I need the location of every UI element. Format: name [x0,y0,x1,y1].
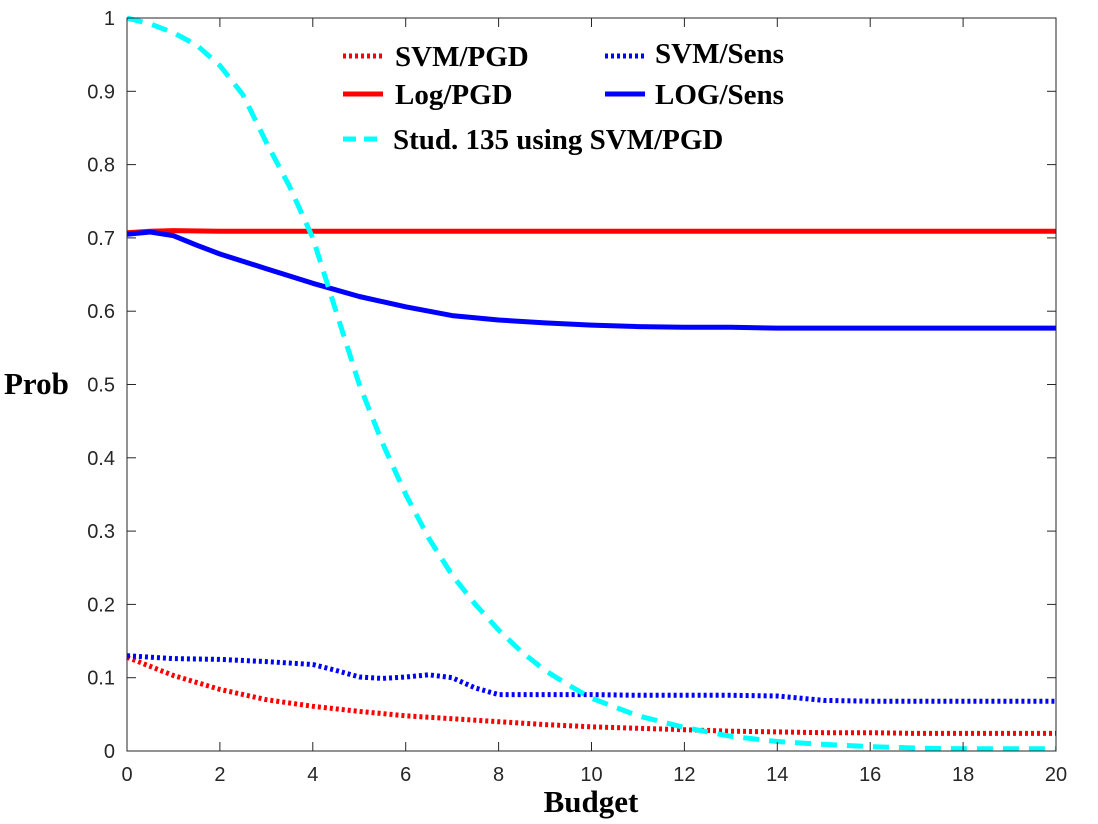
x-tick-label: 4 [307,764,318,786]
legend-label-stud-135: Stud. 135 using SVM/PGD [393,124,723,156]
series-layer [126,15,1056,752]
legend-label-log-sens: LOG/Sens [655,79,784,111]
x-tick-label: 6 [400,764,411,786]
legend-label-svm-sens: SVM/Sens [655,38,784,70]
series-line-svm-pgd [126,654,1056,736]
y-axis-title: Prob [4,366,69,401]
y-tick-label: 0.4 [87,448,115,470]
x-tick-label: 20 [1045,764,1067,786]
x-tick-label: 12 [673,764,695,786]
y-tick-label: 0.7 [87,228,115,250]
x-tick-label: 0 [121,764,132,786]
x-tick-label: 2 [214,764,225,786]
y-tick-label: 0.6 [87,301,115,323]
ticks-layer [126,17,1057,752]
x-tick-label: 14 [766,764,788,786]
y-tick-label: 0.2 [87,594,115,616]
series-line-stud-135-using-svm-pgd [126,15,1056,752]
y-tick-label: 0.1 [87,668,115,690]
plot-background [127,18,1056,751]
legend-label-svm-pgd: SVM/PGD [395,41,529,73]
x-axis-title: Budget [544,784,639,819]
y-tick-label: 0 [104,741,115,763]
legend-label-log-pgd: Log/PGD [395,79,513,111]
y-tick-label: 0.3 [87,521,115,543]
tick-labels-layer: 0 2 4 6 8 10 12 14 16 18 20 0 0.1 0.2 0.3 0.4 0.5 0.6 0.7 0… [87,8,1067,786]
y-tick-label: 1 [104,8,115,30]
y-tick-label: 0.8 [87,155,115,177]
x-tick-label: 18 [952,764,974,786]
series-line-log-pgd [126,228,1056,236]
y-tick-label: 0.9 [87,81,115,103]
x-tick-label: 8 [493,764,504,786]
y-tick-label: 0.5 [87,375,115,397]
legend: SVM/PGD Log/PGD Stud. 135 using SVM/PGD … [343,38,784,156]
x-tick-label: 10 [580,764,602,786]
x-tick-label: 16 [859,764,881,786]
series-line-log-sens [126,229,1056,331]
series-line-svm-sens [126,653,1056,704]
